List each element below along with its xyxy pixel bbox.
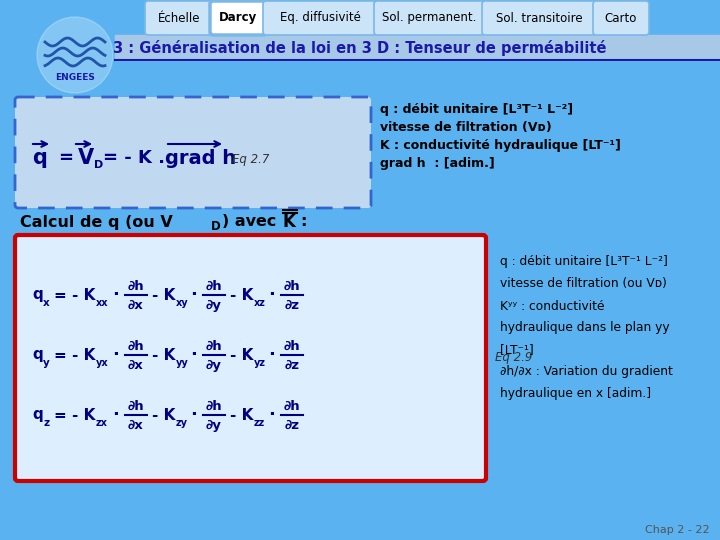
Text: y: y	[43, 358, 50, 368]
Text: ∂h: ∂h	[127, 400, 144, 413]
Text: ·: ·	[112, 286, 119, 304]
Text: q: q	[32, 408, 42, 422]
Text: =: =	[58, 149, 73, 167]
Text: xx: xx	[96, 298, 109, 308]
Text: Chap 2 - 22: Chap 2 - 22	[645, 525, 710, 535]
Text: = - K: = - K	[54, 408, 95, 422]
Text: ∂z: ∂z	[284, 418, 300, 431]
Text: q: q	[32, 148, 48, 168]
Text: yy: yy	[176, 358, 189, 368]
Text: zy: zy	[176, 418, 188, 428]
Text: = - K: = - K	[54, 348, 95, 362]
Text: ∂z: ∂z	[284, 299, 300, 312]
Text: zz: zz	[254, 418, 265, 428]
Text: ∂h: ∂h	[127, 280, 144, 293]
Text: q: q	[32, 348, 42, 362]
Text: Eq 2.7: Eq 2.7	[232, 153, 269, 166]
Text: - K: - K	[230, 348, 253, 362]
Text: q : débit unitaire [L³T⁻¹ L⁻²]: q : débit unitaire [L³T⁻¹ L⁻²]	[500, 255, 668, 268]
Text: ·: ·	[190, 286, 197, 304]
Text: ∂x: ∂x	[128, 359, 144, 372]
Text: ∂h: ∂h	[284, 340, 300, 353]
FancyBboxPatch shape	[263, 1, 377, 35]
Text: zx: zx	[96, 418, 108, 428]
Text: V: V	[78, 148, 94, 168]
Text: ∂h: ∂h	[206, 280, 222, 293]
Text: ∂h/∂x : Variation du gradient: ∂h/∂x : Variation du gradient	[500, 366, 673, 379]
Text: - K: - K	[230, 287, 253, 302]
Text: [LT⁻¹]: [LT⁻¹]	[500, 343, 534, 356]
Text: - K: - K	[152, 287, 176, 302]
Text: - K: - K	[152, 408, 176, 422]
Text: ENGEES: ENGEES	[55, 73, 95, 83]
FancyBboxPatch shape	[15, 97, 371, 208]
Text: yx: yx	[96, 358, 109, 368]
Bar	[115, 35, 720, 60]
Text: ∂x: ∂x	[128, 418, 144, 431]
FancyBboxPatch shape	[145, 1, 213, 35]
Text: z: z	[43, 418, 49, 428]
Text: ∂h: ∂h	[284, 280, 300, 293]
Text: ∂x: ∂x	[128, 299, 144, 312]
Text: 3 : Généralisation de la loi en 3 D : Tenseur de perméabilité: 3 : Généralisation de la loi en 3 D : Te…	[113, 39, 607, 56]
Text: Eq 2.9: Eq 2.9	[495, 350, 532, 363]
Text: vitesse de filtration (Vᴅ): vitesse de filtration (Vᴅ)	[380, 122, 552, 134]
Circle shape	[37, 17, 113, 93]
Text: ·: ·	[190, 406, 197, 424]
Text: = - K: = - K	[54, 287, 95, 302]
Text: :: :	[300, 214, 307, 230]
Text: ∂y: ∂y	[206, 418, 222, 431]
Text: ∂h: ∂h	[206, 340, 222, 353]
Text: K: K	[283, 213, 296, 231]
Text: ·: ·	[112, 406, 119, 424]
Text: Eq. diffusivité: Eq. diffusivité	[279, 11, 361, 24]
Text: ) avec: ) avec	[222, 214, 282, 230]
Text: vitesse de filtration (ou Vᴅ): vitesse de filtration (ou Vᴅ)	[500, 278, 667, 291]
Text: = - K .: = - K .	[103, 149, 165, 167]
Text: Échelle: Échelle	[158, 11, 200, 24]
Text: ∂h: ∂h	[127, 340, 144, 353]
FancyBboxPatch shape	[593, 1, 649, 35]
Text: ∂y: ∂y	[206, 359, 222, 372]
Text: q : débit unitaire [L³T⁻¹ L⁻²]: q : débit unitaire [L³T⁻¹ L⁻²]	[380, 104, 573, 117]
Text: K : conductivité hydraulique [LT⁻¹]: K : conductivité hydraulique [LT⁻¹]	[380, 139, 621, 152]
Text: hydraulique en x [adim.]: hydraulique en x [adim.]	[500, 388, 651, 401]
Text: - K: - K	[152, 348, 176, 362]
Text: Carto: Carto	[605, 11, 637, 24]
Text: ∂y: ∂y	[206, 299, 222, 312]
Text: q: q	[32, 287, 42, 302]
Text: Kʸʸ : conductivité: Kʸʸ : conductivité	[500, 300, 605, 313]
FancyBboxPatch shape	[374, 1, 485, 35]
Text: yz: yz	[254, 358, 266, 368]
Text: Calcul de q (ou V: Calcul de q (ou V	[20, 214, 173, 230]
Text: - K: - K	[230, 408, 253, 422]
Text: ·: ·	[268, 406, 275, 424]
Text: grad h: grad h	[165, 148, 236, 167]
Text: hydraulique dans le plan yy: hydraulique dans le plan yy	[500, 321, 670, 334]
Text: ·: ·	[268, 346, 275, 364]
Text: D: D	[211, 220, 221, 233]
Text: D: D	[94, 160, 103, 170]
Text: ·: ·	[268, 286, 275, 304]
FancyBboxPatch shape	[482, 1, 596, 35]
FancyBboxPatch shape	[15, 235, 486, 481]
Text: xy: xy	[176, 298, 189, 308]
Text: Sol. permanent.: Sol. permanent.	[382, 11, 477, 24]
Text: x: x	[43, 298, 50, 308]
Text: ·: ·	[112, 346, 119, 364]
Text: Darcy: Darcy	[219, 11, 257, 24]
Text: grad h  : [adim.]: grad h : [adim.]	[380, 158, 495, 171]
Text: Sol. transitoire: Sol. transitoire	[495, 11, 582, 24]
FancyBboxPatch shape	[210, 1, 266, 35]
Text: ∂h: ∂h	[284, 400, 300, 413]
Text: xz: xz	[254, 298, 266, 308]
Text: ∂h: ∂h	[206, 400, 222, 413]
Text: ∂z: ∂z	[284, 359, 300, 372]
Text: ·: ·	[190, 346, 197, 364]
